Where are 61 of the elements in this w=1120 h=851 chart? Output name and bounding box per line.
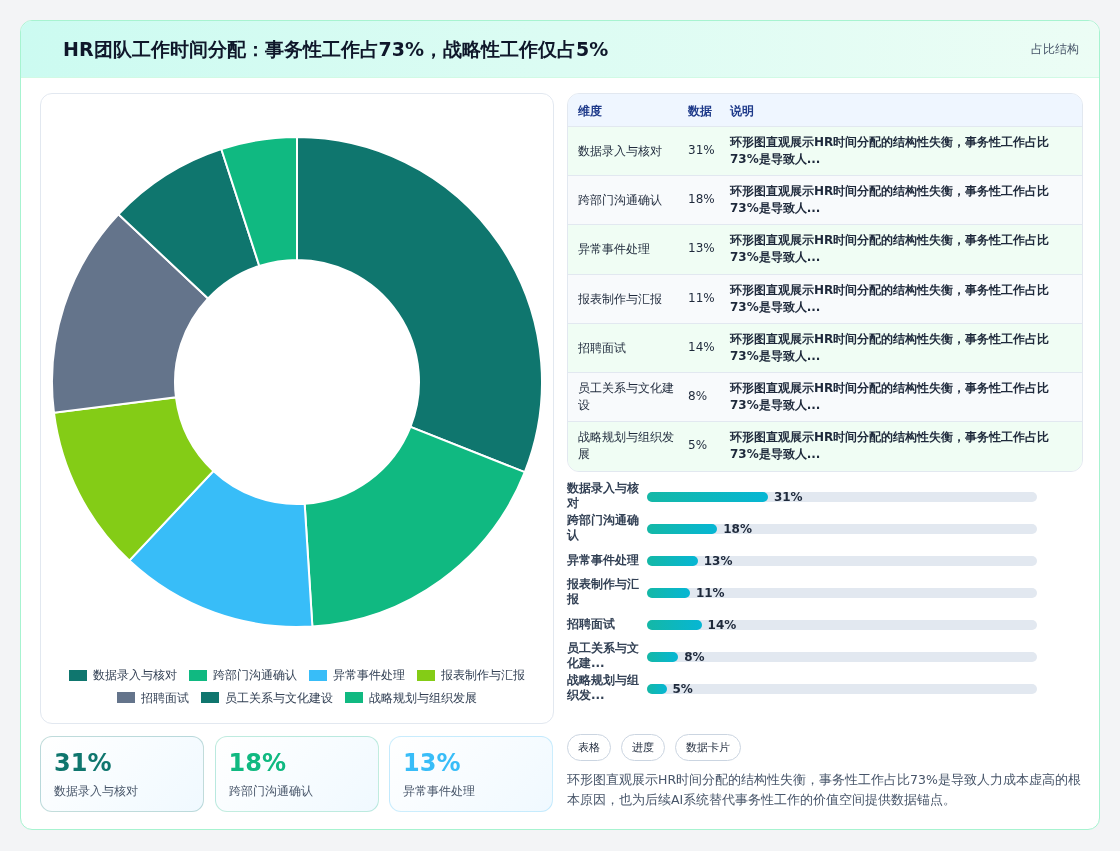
category-label: 异常事件处理 (578, 241, 651, 259)
legend-label: 招聘面试 (141, 689, 189, 707)
text: HR团队工作时间分配：事务性工作占73%，战略性工作仅占5% (63, 37, 609, 62)
legend-label: 跨部门沟通确认 (213, 667, 297, 684)
text: 说明 (730, 103, 754, 120)
category-label: 数据录入与核对 (578, 143, 663, 160)
text: 18% (228, 749, 286, 777)
category-label: 异常事件处理 (403, 783, 475, 800)
data-label: 31% (773, 490, 803, 504)
data-label: 13% (703, 554, 733, 568)
category-label: 员工关系与文化建设 (578, 380, 675, 414)
data-label: 5% (672, 682, 693, 696)
category-label: 数据录入与核对 (54, 783, 138, 800)
bar (647, 620, 702, 630)
data-label: 14% (707, 618, 737, 632)
category-label: 进度 (632, 741, 654, 754)
text: 31% (54, 749, 112, 777)
y-tick-label: 数据录入与核对 (567, 481, 640, 511)
bar (647, 556, 698, 566)
text: 5% (688, 438, 708, 453)
legend-label: 员工关系与文化建设 (225, 689, 333, 707)
text: 13% (403, 749, 461, 777)
y-tick-label: 招聘面试 (567, 617, 616, 632)
y-tick-label: 异常事件处理 (567, 553, 640, 568)
category-label: 跨部门沟通确认 (578, 192, 663, 210)
category-label: 战略规划与组织发展 (578, 429, 675, 464)
legend-label: 异常事件处理 (333, 667, 405, 684)
category-label: 数据卡片 (686, 741, 730, 754)
text: 环形图直观展示HR时间分配的结构性失衡，事务性工作占比73%是导致人... (730, 232, 1051, 267)
text: 14% (688, 339, 715, 354)
y-tick-label: 员工关系与文化建... (567, 641, 640, 671)
text: 环形图直观展示HR时间分配的结构性失衡，事务性工作占比73%是导致人... (730, 134, 1051, 168)
category-label: 跨部门沟通确认 (228, 783, 313, 800)
y-tick-label: 报表制作与汇报 (567, 577, 640, 607)
text: 占比结构 (1031, 41, 1079, 58)
text: 18% (688, 192, 715, 207)
text: 8% (688, 389, 708, 403)
text: 维度 (578, 103, 602, 120)
text: 数据 (688, 103, 712, 120)
legend-label: 战略规划与组织发展 (369, 689, 477, 707)
category-label: 表格 (578, 741, 600, 754)
y-tick-label: 跨部门沟通确认 (567, 513, 640, 543)
data-label: 11% (695, 586, 725, 600)
text: 31% (688, 143, 715, 157)
bar (647, 588, 690, 598)
text: 环形图直观展示HR时间分配的结构性失衡，事务性工作占比73%是导致人力成本虚高的根本原因，也为后续AI系统替代事务性工作的价值空间提供数据锚点。 (567, 771, 1082, 809)
text: 环形图直观展示HR时间分配的结构性失衡，事务性工作占比73%是导致人... (730, 429, 1051, 464)
text: 11% (688, 290, 715, 305)
text: 环形图直观展示HR时间分配的结构性失衡，事务性工作占比73%是导致人... (730, 281, 1051, 316)
category-label: 报表制作与汇报 (578, 290, 663, 308)
text: 环形图直观展示HR时间分配的结构性失衡，事务性工作占比73%是导致人... (730, 380, 1051, 414)
bar (647, 524, 718, 534)
y-tick-label: 战略规划与组织发... (567, 673, 640, 703)
legend-label: 报表制作与汇报 (441, 667, 525, 684)
data-label: 8% (684, 650, 705, 664)
legend-label: 数据录入与核对 (93, 667, 177, 684)
text: 环形图直观展示HR时间分配的结构性失衡，事务性工作占比73%是导致人... (730, 330, 1051, 365)
text: 环形图直观展示HR时间分配的结构性失衡，事务性工作占比73%是导致人... (730, 183, 1051, 218)
data-label: 18% (723, 522, 752, 536)
bar (647, 492, 768, 502)
text: 13% (688, 241, 715, 256)
